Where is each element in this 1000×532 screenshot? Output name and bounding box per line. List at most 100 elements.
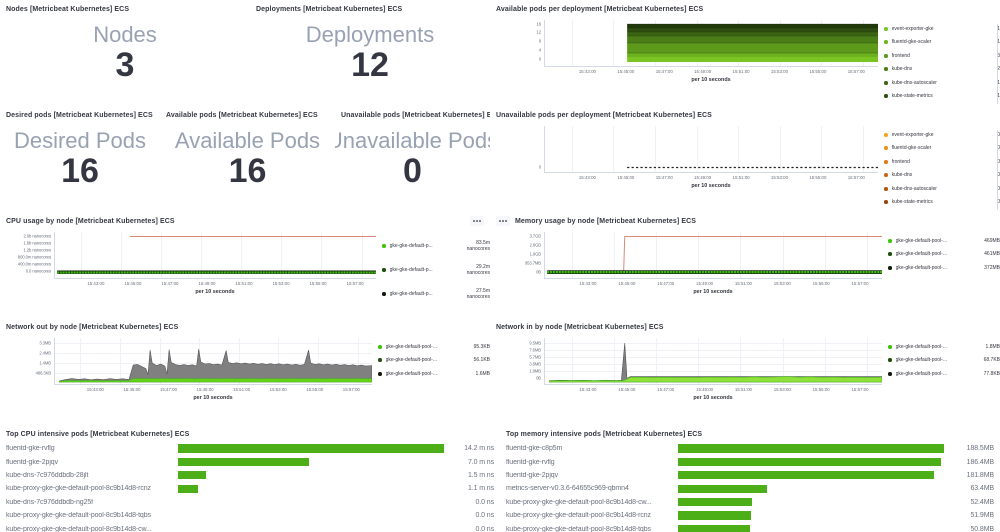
chart-row: 9.5MB 7.6MB 5.7MB 3.8MB 1.9MB 0B bbox=[490, 332, 1000, 425]
table-row[interactable]: metrics-server-v0.3.6-64655c969-qbmn4 63… bbox=[506, 482, 994, 495]
table-row[interactable]: fluentd-gke-c8p5m 188.5MB bbox=[506, 442, 994, 455]
legend-item[interactable]: gke-gke-default-pool-... 56.1KB bbox=[378, 354, 490, 368]
legend-item[interactable]: kube-state-metrics 1 bbox=[884, 90, 1000, 104]
legend-item[interactable]: gke-gke-default-p... 83.5m nanocores bbox=[382, 234, 490, 258]
legend-item[interactable]: gke-gke-default-pool-... 372MB bbox=[888, 261, 1000, 275]
panel-header: Memory usage by node [Metricbeat Kuberne… bbox=[490, 212, 1000, 226]
table-row[interactable]: fluentd-gke-2pjqv 181.8MB bbox=[506, 469, 994, 482]
panel-title: Unavailable pods per deployment [Metricb… bbox=[496, 111, 712, 119]
legend-color-swatch bbox=[888, 252, 892, 257]
panel-top-cpu-pods[interactable]: Top CPU intensive pods [Metricbeat Kuber… bbox=[0, 425, 500, 532]
legend-item[interactable]: kube-dns 0 bbox=[884, 169, 1000, 183]
legend-item[interactable]: event-exporter-gke 0 bbox=[884, 128, 1000, 142]
panel-available-pods-per-deployment[interactable]: Available pods per deployment [Metricbea… bbox=[490, 0, 1000, 106]
legend-item[interactable]: gke-gke-default-pool-... 469MB bbox=[888, 234, 1000, 248]
legend-scrollbar[interactable] bbox=[996, 24, 998, 104]
y-axis-network-out: 3.3MB 2.4MB 1.4MB 488.3KB bbox=[35, 340, 51, 376]
legend-item[interactable]: fluentd-gke-scaler 0 bbox=[884, 142, 1000, 156]
bar-label: kube-proxy-gke-gke-default-pool-8c9b14d8… bbox=[6, 525, 152, 532]
legend-item[interactable]: gke-gke-default-p... 27.5m nanocores bbox=[382, 282, 490, 306]
panel-title: Memory usage by node [Metricbeat Kuberne… bbox=[515, 217, 697, 225]
panel-options-icon[interactable] bbox=[470, 216, 484, 226]
metric-value: 16 bbox=[228, 152, 267, 191]
x-axis-memory-usage: 15:43:00 15:45:00 15:47:00 15:49:00 15:5… bbox=[544, 278, 882, 288]
legend-item[interactable]: frontend 0 bbox=[884, 155, 1000, 169]
x-axis-network-out: 15:43:00 15:45:00 15:47:00 15:49:00 15:5… bbox=[54, 384, 372, 394]
panel-desired-pods[interactable]: Desired pods [Metricbeat Kubernetes] ECS… bbox=[0, 106, 160, 212]
table-row[interactable]: kube-dns-7c976ddbdb-28jlt 1.5 m ns bbox=[6, 469, 494, 482]
panel-header: Deployments [Metricbeat Kubernetes] ECS bbox=[250, 0, 490, 14]
legend-item[interactable]: gke-gke-default-pool-... 1.6MB bbox=[378, 367, 490, 381]
panel-options-icon[interactable] bbox=[496, 216, 510, 226]
bar-fill bbox=[678, 524, 750, 532]
legend-item[interactable]: gke-gke-default-pool-... 95.3KB bbox=[378, 340, 490, 354]
panel-top-memory-pods[interactable]: Top memory intensive pods [Metricbeat Ku… bbox=[500, 425, 1000, 532]
bar-track bbox=[178, 469, 444, 482]
legend-cpu-usage[interactable]: gke-gke-default-p... 83.5m nanocores gke… bbox=[382, 226, 490, 318]
legend-color-swatch bbox=[884, 159, 888, 164]
metric-body: Available Pods 16 bbox=[160, 120, 335, 191]
bar-label: kube-proxy-gke-gke-default-pool-8c9b14d8… bbox=[506, 498, 652, 506]
panel-header: Nodes [Metricbeat Kubernetes] ECS bbox=[0, 0, 250, 14]
table-row[interactable]: kube-proxy-gke-gke-default-pool-8c9b14d8… bbox=[506, 496, 994, 509]
legend-item[interactable]: gke-gke-default-pool-... 1.8MB bbox=[888, 340, 1000, 354]
legend-item[interactable]: frontend 3 bbox=[884, 49, 1000, 63]
table-row[interactable]: kube-proxy-gke-gke-default-pool-8c9b14d8… bbox=[6, 509, 494, 522]
bar-label: kube-proxy-gke-gke-default-pool-8c9b14d8… bbox=[6, 485, 151, 493]
legend-item[interactable]: gke-gke-default-p... 29.2m nanocores bbox=[382, 258, 490, 282]
table-row[interactable]: kube-proxy-gke-gke-default-pool-8c9b14d8… bbox=[506, 509, 994, 522]
panel-title: Network out by node [Metricbeat Kubernet… bbox=[6, 323, 179, 331]
panel-unavailable-pods-per-deployment[interactable]: Unavailable pods per deployment [Metricb… bbox=[490, 106, 1000, 212]
legend-item[interactable]: event-exporter-gke 1 bbox=[884, 22, 1000, 36]
table-row[interactable]: kube-proxy-gke-gke-default-pool-8c9b14d8… bbox=[6, 482, 494, 495]
table-row[interactable]: fluentd-gke-2pjqv 7.0 m ns bbox=[6, 455, 494, 468]
legend-color-swatch bbox=[884, 186, 888, 191]
chart-available-pods: 16 12 8 4 0 bbox=[490, 14, 884, 106]
panel-nodes[interactable]: Nodes [Metricbeat Kubernetes] ECS Nodes … bbox=[0, 0, 250, 106]
legend-item[interactable]: kube-state-metrics 0 bbox=[884, 196, 1000, 210]
legend-item[interactable]: kube-dns-autoscaler 0 bbox=[884, 182, 1000, 196]
legend-item[interactable]: gke-gke-default-pool-... 77.8KB bbox=[888, 367, 1000, 381]
legend-item[interactable]: gke-gke-default-pool-... 461MB bbox=[888, 248, 1000, 262]
panel-title: Nodes [Metricbeat Kubernetes] ECS bbox=[6, 5, 130, 13]
panel-unavailable-pods[interactable]: Unavailable pods [Metricbeat Kubernetes]… bbox=[335, 106, 490, 212]
bar-fill bbox=[678, 484, 768, 493]
legend-memory-usage[interactable]: gke-gke-default-pool-... 469MB gke-gke-d… bbox=[888, 226, 1000, 318]
table-row[interactable]: fluentd-gke-rvflg 186.4MB bbox=[506, 455, 994, 468]
legend-network-in[interactable]: gke-gke-default-pool-... 1.8MB gke-gke-d… bbox=[888, 332, 1000, 425]
table-row[interactable]: fluentd-gke-rvflg 14.2 m ns bbox=[6, 442, 494, 455]
legend-unavailable-pods[interactable]: event-exporter-gke 0 fluentd-gke-scaler … bbox=[884, 120, 1000, 212]
legend-network-out[interactable]: gke-gke-default-pool-... 95.3KB gke-gke-… bbox=[378, 332, 490, 425]
legend-available-pods[interactable]: event-exporter-gke 1 fluentd-gke-scaler … bbox=[884, 14, 1000, 106]
legend-item[interactable]: fluentd-gke-scaler 1 bbox=[884, 36, 1000, 50]
bar-value: 188.5MB bbox=[966, 445, 994, 453]
panel-title: Available pods [Metricbeat Kubernetes] E… bbox=[166, 111, 318, 119]
panel-deployments[interactable]: Deployments [Metricbeat Kubernetes] ECS … bbox=[250, 0, 490, 106]
x-axis-label: per 10 seconds bbox=[691, 77, 731, 83]
legend-scrollbar[interactable] bbox=[996, 130, 998, 210]
panel-network-in-by-node[interactable]: Network in by node [Metricbeat Kubernete… bbox=[490, 318, 1000, 425]
panel-cpu-usage-by-node[interactable]: CPU usage by node [Metricbeat Kubernetes… bbox=[0, 212, 490, 318]
y-axis-available-pods: 16 12 8 4 0 bbox=[536, 21, 542, 62]
plot-network-in bbox=[544, 338, 882, 384]
table-row[interactable]: kube-dns-7c976ddbdb-ng25f 0.0 ns bbox=[6, 496, 494, 509]
bar-label: kube-proxy-gke-gke-default-pool-8c9b14d8… bbox=[6, 512, 151, 520]
chart-row: 3.7GB 2.8GB 1.9GB 953.7MB 0B bbox=[490, 226, 1000, 318]
bar-label: kube-proxy-gke-gke-default-pool-8c9b14d8… bbox=[506, 525, 651, 532]
legend-item[interactable]: gke-gke-default-pool-... 68.7KB bbox=[888, 354, 1000, 368]
bar-label: fluentd-gke-2pjqv bbox=[506, 471, 558, 479]
legend-item[interactable]: kube-dns-autoscaler 1 bbox=[884, 76, 1000, 90]
panel-network-out-by-node[interactable]: Network out by node [Metricbeat Kubernet… bbox=[0, 318, 490, 425]
x-axis-label: per 10 seconds bbox=[693, 395, 733, 401]
panel-memory-usage-by-node[interactable]: Memory usage by node [Metricbeat Kuberne… bbox=[490, 212, 1000, 318]
table-row[interactable]: kube-proxy-gke-gke-default-pool-8c9b14d8… bbox=[506, 522, 994, 532]
bar-label: kube-dns-7c976ddbdb-ng25f bbox=[6, 498, 94, 506]
legend-color-swatch bbox=[884, 67, 888, 72]
panel-available-pods[interactable]: Available pods [Metricbeat Kubernetes] E… bbox=[160, 106, 335, 212]
legend-item[interactable]: kube-dns 2 bbox=[884, 63, 1000, 77]
top-memory-bars: fluentd-gke-c8p5m 188.5MB fluentd-gke-rv… bbox=[500, 439, 1000, 532]
bar-value: 181.8MB bbox=[966, 471, 994, 479]
legend-color-swatch bbox=[884, 200, 888, 205]
table-row[interactable]: kube-proxy-gke-gke-default-pool-8c9b14d8… bbox=[6, 522, 494, 532]
legend-color-swatch bbox=[884, 40, 888, 45]
